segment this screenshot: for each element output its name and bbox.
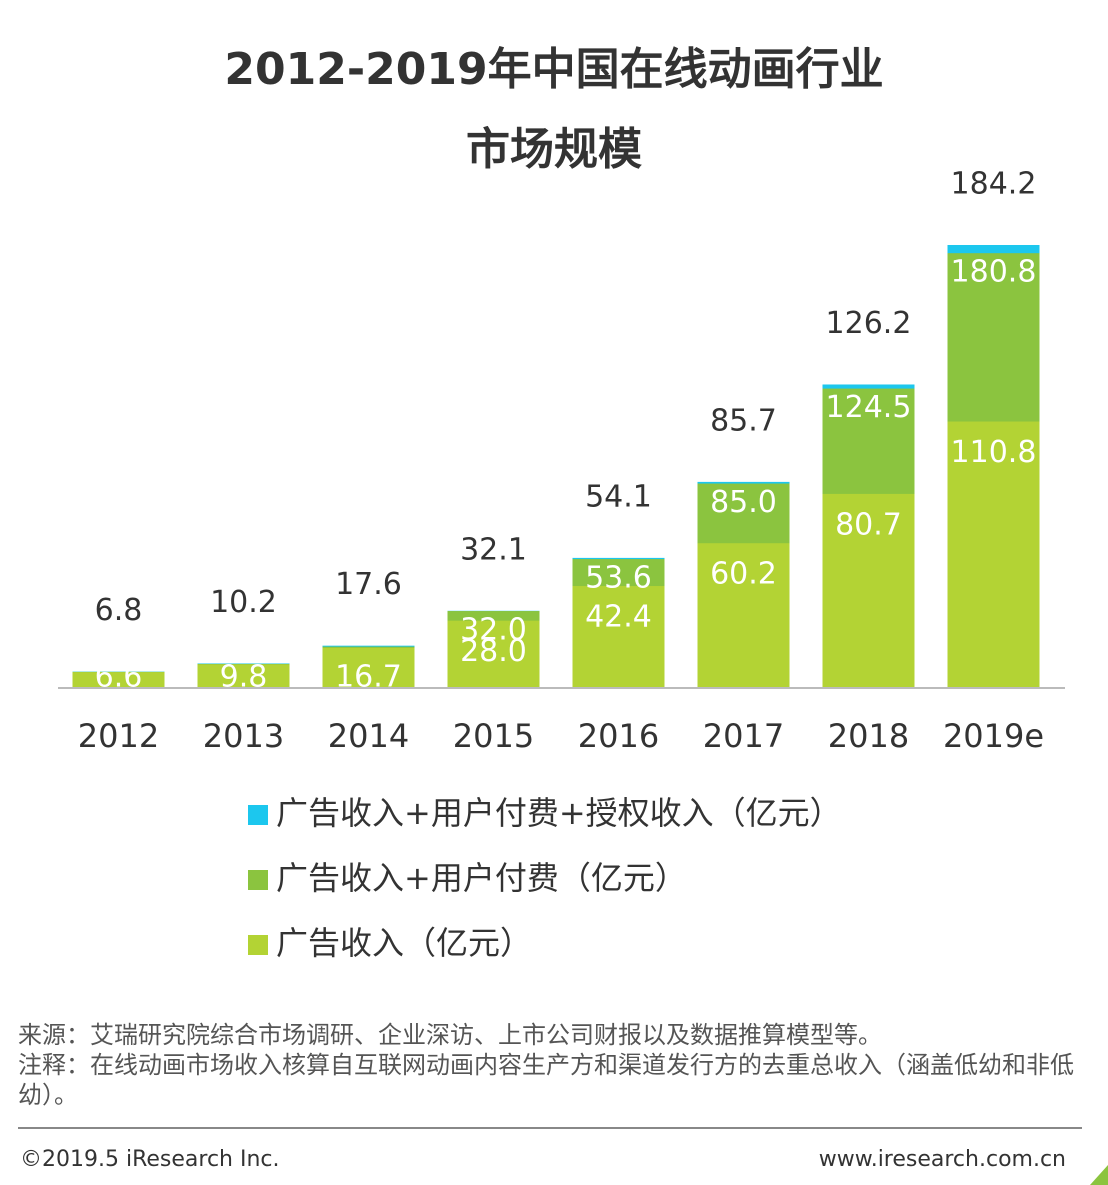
x-tick-label: 2016 — [578, 717, 659, 755]
note: 注释：在线动画市场收入核算自互联网动画内容生产方和渠道发行方的去重总收入（涵盖低… — [18, 1051, 1074, 1109]
legend-label: 广告收入+用户付费（亿元） — [276, 859, 687, 897]
x-tick-label: 2019e — [943, 717, 1044, 755]
value-label: 110.8 — [951, 435, 1037, 470]
x-tick-label: 2014 — [328, 717, 409, 755]
bar — [322, 647, 415, 688]
total-label: 17.6 — [335, 567, 402, 602]
total-label: 6.8 — [95, 593, 143, 628]
value-label: 60.2 — [710, 557, 777, 592]
bar — [822, 493, 915, 688]
legend-swatch — [248, 805, 268, 825]
bar — [697, 543, 790, 688]
chart-title: 2012-2019年中国在线动画行业 — [224, 44, 883, 95]
bar — [197, 664, 290, 688]
corner-decoration — [1090, 1165, 1108, 1185]
value-label: 16.7 — [335, 660, 402, 695]
total-label: 54.1 — [585, 479, 652, 514]
legend-swatch — [248, 935, 268, 955]
total-label: 184.2 — [951, 166, 1037, 201]
value-label: 53.6 — [585, 561, 652, 596]
bar — [72, 672, 165, 688]
value-label: 6.6 — [95, 660, 143, 695]
value-label: 180.8 — [951, 255, 1037, 290]
bar — [447, 620, 540, 688]
legend-swatch — [248, 870, 268, 890]
value-label: 28.0 — [460, 634, 527, 669]
value-label: 32.0 — [460, 613, 527, 648]
chart-title: 市场规模 — [466, 124, 642, 175]
copyright: ©2019.5 iResearch Inc. — [20, 1147, 280, 1172]
total-label: 85.7 — [710, 403, 777, 438]
notes: 来源：艾瑞研究院综合市场调研、企业深访、上市公司财报以及数据推算模型等。 注释：… — [18, 1020, 1078, 1110]
value-label: 42.4 — [585, 600, 652, 635]
value-label: 80.7 — [835, 507, 902, 542]
x-tick-label: 2015 — [453, 717, 534, 755]
x-tick-label: 2017 — [703, 717, 784, 755]
value-label: 9.8 — [220, 660, 268, 695]
bar — [572, 586, 665, 688]
value-label: 85.0 — [710, 485, 777, 520]
total-label: 126.2 — [826, 306, 912, 341]
x-tick-label: 2012 — [78, 717, 159, 755]
bar — [947, 421, 1040, 688]
legend-label: 广告收入（亿元） — [276, 924, 532, 962]
total-label: 32.1 — [460, 532, 527, 567]
x-tick-label: 2013 — [203, 717, 284, 755]
x-tick-label: 2018 — [828, 717, 909, 755]
value-label: 124.5 — [826, 390, 912, 425]
website: www.iresearch.com.cn — [819, 1147, 1066, 1172]
source: 来源：艾瑞研究院综合市场调研、企业深访、上市公司财报以及数据推算模型等。 — [18, 1021, 882, 1049]
total-label: 10.2 — [210, 585, 277, 620]
legend-label: 广告收入+用户付费+授权收入（亿元） — [276, 794, 842, 832]
